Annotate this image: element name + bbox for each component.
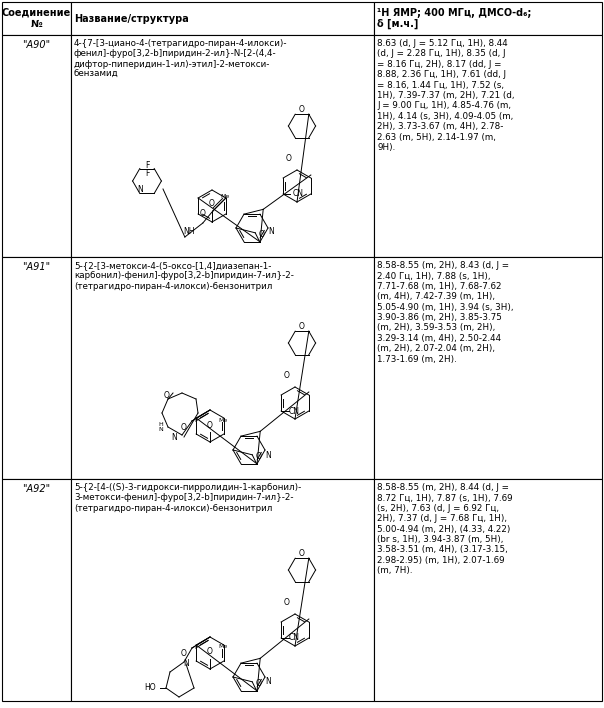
Bar [71, 257, 374, 479]
Text: O: O [207, 648, 213, 656]
Text: CN: CN [293, 190, 304, 198]
Text: "A90": "A90" [22, 40, 51, 50]
Text: Me: Me [218, 644, 227, 649]
Bar [374, 2, 602, 35]
Text: N: N [137, 185, 143, 194]
Text: "A91": "A91" [22, 262, 51, 272]
Text: 8.58-8.55 (m, 2H), 8.43 (d, J =
2.40 Гц, 1H), 7.88 (s, 1H),
7.71-7.68 (m, 1H), 7: 8.58-8.55 (m, 2H), 8.43 (d, J = 2.40 Гц,… [377, 261, 513, 364]
Text: "A92": "A92" [22, 484, 51, 494]
Text: O: O [286, 154, 292, 163]
Text: 8.58-8.55 (m, 2H), 8.44 (d, J =
8.72 Гц, 1H), 7.87 (s, 1H), 7.69
(s, 2H), 7.63 (: 8.58-8.55 (m, 2H), 8.44 (d, J = 8.72 Гц,… [377, 483, 513, 575]
Text: O: O [255, 679, 261, 688]
Bar [2, 257, 71, 479]
Bar [2, 35, 71, 257]
Text: O: O [164, 392, 170, 401]
Text: N: N [183, 659, 189, 668]
Text: N: N [268, 227, 274, 236]
Text: O: O [259, 230, 264, 239]
Text: 8.63 (d, J = 5.12 Гц, 1H), 8.44
(d, J = 2.28 Гц, 1H), 8.35 (d, J
= 8.16 Гц, 2H),: 8.63 (d, J = 5.12 Гц, 1H), 8.44 (d, J = … [377, 39, 515, 152]
Text: O: O [284, 598, 290, 607]
Bar [374, 35, 602, 257]
Text: F: F [146, 169, 150, 178]
Text: O: O [200, 208, 206, 217]
Text: N: N [172, 433, 177, 442]
Bar [71, 35, 374, 257]
Text: H
N: H N [158, 421, 163, 433]
Bar [2, 479, 71, 701]
Text: O: O [207, 421, 213, 430]
Text: Me: Me [220, 195, 230, 200]
Text: N: N [265, 678, 271, 687]
Bar [374, 257, 602, 479]
Text: Me: Me [218, 418, 227, 423]
Bar [374, 479, 602, 701]
Text: 4-{7-[3-циано-4-(тетрагидро-пиран-4-илокси)-
фенил]-фуро[3,2-b]пиридин-2-ил}-N-[: 4-{7-[3-циано-4-(тетрагидро-пиран-4-илок… [74, 39, 288, 79]
Text: 5-{2-[4-((S)-3-гидрокси-пирролидин-1-карбонил)-
3-метокси-фенил]-фуро[3,2-b]пири: 5-{2-[4-((S)-3-гидрокси-пирролидин-1-кар… [74, 483, 301, 513]
Text: Соединение
№: Соединение № [2, 8, 71, 29]
Text: O: O [255, 452, 261, 462]
Text: O: O [299, 549, 305, 558]
Text: O: O [299, 105, 305, 114]
Text: O: O [284, 370, 290, 379]
Text: 5-{2-[3-метокси-4-(5-оксо-[1,4]диазепан-1-
карбонил)-фенил]-фуро[3,2-b]пиридин-7: 5-{2-[3-метокси-4-(5-оксо-[1,4]диазепан-… [74, 261, 294, 291]
Text: ¹Н ЯМР; 400 МГц, ДМСО-d₆;
δ [м.ч.]: ¹Н ЯМР; 400 МГц, ДМСО-d₆; δ [м.ч.] [377, 8, 532, 30]
Text: F: F [146, 161, 150, 170]
Text: CN: CN [289, 634, 300, 642]
Text: NH: NH [184, 227, 195, 236]
Text: N: N [265, 450, 271, 459]
Text: O: O [181, 423, 187, 431]
Text: O: O [181, 649, 187, 658]
Text: Название/структура: Название/структура [74, 13, 188, 23]
Text: O: O [299, 322, 305, 331]
Bar [71, 479, 374, 701]
Text: HO: HO [144, 683, 156, 692]
Text: O: O [209, 198, 215, 207]
Bar [2, 2, 71, 35]
Text: CN: CN [289, 406, 300, 416]
Bar [71, 2, 374, 35]
